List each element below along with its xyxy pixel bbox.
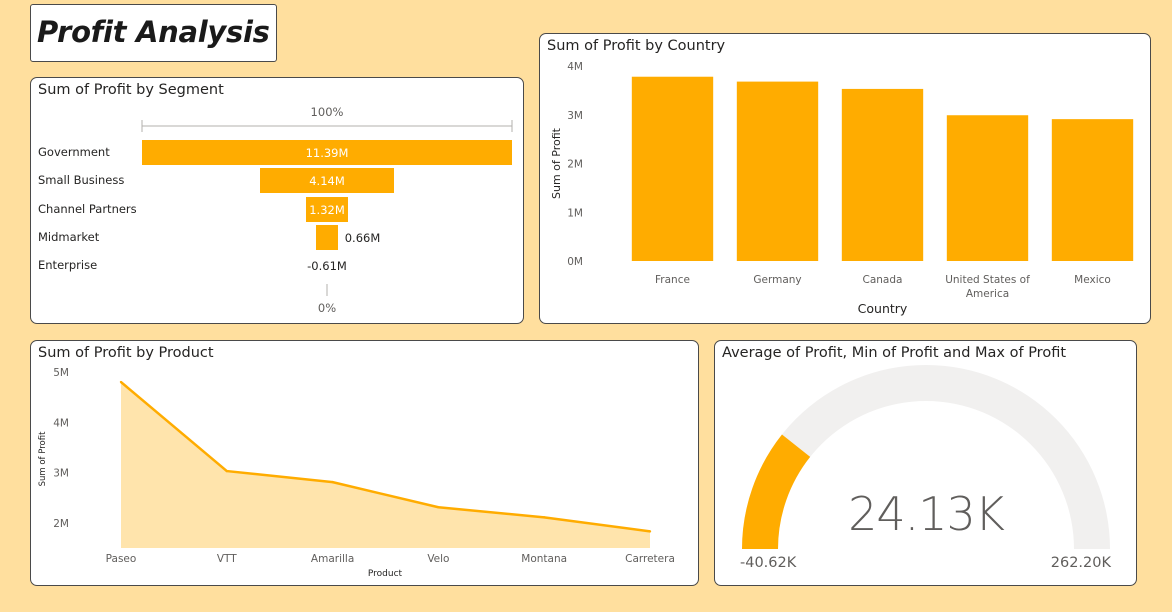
x-tick-label: France bbox=[655, 274, 690, 286]
y-tick-label: 0M bbox=[567, 256, 583, 268]
y-tick-label: 3M bbox=[53, 468, 69, 480]
gauge-value: 24.13K bbox=[848, 487, 1005, 541]
funnel-bottom-percent: 0% bbox=[317, 301, 337, 315]
y-tick-label: 2M bbox=[567, 159, 583, 171]
product-area-card[interactable]: Sum of Profit by Product 2M 3M 4M 5M Sum of … bbox=[30, 340, 699, 586]
gauge-fill bbox=[742, 434, 811, 549]
funnel-value-label: 4.14M bbox=[309, 174, 345, 189]
product-area-fill bbox=[121, 382, 650, 548]
funnel-category-label: Government bbox=[38, 145, 110, 159]
country-bar bbox=[736, 81, 819, 261]
product-point bbox=[225, 469, 228, 473]
segment-funnel-plot: 100% 0% Government 11.39M Small Business 4.14… bbox=[31, 78, 523, 323]
country-bar bbox=[1051, 119, 1134, 261]
product-point bbox=[648, 530, 652, 533]
country-bar-card[interactable]: Sum of Profit by Country 0M 1M 2M 3M 4M Sum o… bbox=[539, 33, 1151, 324]
product-line bbox=[120, 381, 651, 533]
y-axis-title: Sum of Profit bbox=[550, 127, 563, 199]
y-tick-label: 2M bbox=[53, 518, 69, 530]
country-bar bbox=[946, 115, 1029, 261]
x-tick-label: Carretera bbox=[625, 553, 675, 565]
profit-gauge bbox=[742, 365, 1110, 549]
funnel-top-percent: 100% bbox=[310, 105, 344, 119]
gauge-chart-title: Average of Profit, Min of Profit and Max… bbox=[722, 345, 1067, 361]
x-tick-label: Paseo bbox=[106, 553, 137, 565]
country-bar bbox=[841, 88, 924, 261]
funnel-value-label: 11.39M bbox=[305, 146, 349, 160]
y-tick-label: 4M bbox=[567, 61, 583, 73]
funnel-category-label: Small Business bbox=[38, 173, 125, 188]
gauge-min-label: -40.62K bbox=[740, 555, 797, 571]
gauge-max-label: 262.20K bbox=[1050, 555, 1111, 571]
product-point bbox=[543, 516, 546, 519]
funnel-bar bbox=[259, 168, 395, 194]
x-tick-label: Amarilla bbox=[311, 553, 354, 565]
funnel-brackets bbox=[141, 120, 513, 296]
segment-funnel-card[interactable]: Sum of Profit by Segment 100% 0% Governmen… bbox=[30, 77, 524, 324]
x-tick-label: United States of America bbox=[945, 274, 1030, 300]
x-tick-label: Montana bbox=[521, 553, 567, 565]
funnel-category-label: Midmarket bbox=[38, 229, 100, 244]
x-tick-label: Velo bbox=[427, 553, 449, 565]
product-point bbox=[331, 480, 334, 484]
x-tick-label: Mexico bbox=[1074, 274, 1111, 286]
y-tick-label: 1M bbox=[567, 207, 583, 219]
x-tick-label: Canada bbox=[863, 274, 903, 286]
funnel-bar bbox=[316, 224, 338, 250]
product-point bbox=[437, 506, 440, 509]
title-card: Profit Analysis bbox=[30, 4, 277, 62]
segment-chart-title: Sum of Profit by Segment bbox=[38, 82, 224, 98]
x-tick-label: VTT bbox=[217, 553, 237, 565]
x-axis-title: Country bbox=[858, 301, 908, 316]
y-axis-title: Sum of Profit bbox=[38, 431, 48, 486]
funnel-category-label: Channel Partners bbox=[38, 201, 137, 216]
x-tick-label: Germany bbox=[753, 274, 801, 286]
funnel-value-label: -0.61M bbox=[307, 259, 347, 274]
page-title: Profit Analysis bbox=[37, 15, 270, 49]
product-area-chart: 2M 3M 4M 5M Sum of Profit Paseo VTT Amarilla Vel… bbox=[38, 367, 675, 579]
product-chart-title: Sum of Profit by Product bbox=[38, 345, 214, 361]
y-tick-label: 3M bbox=[567, 110, 583, 122]
y-tick-label: 4M bbox=[53, 417, 69, 429]
gauge-track bbox=[742, 365, 1110, 549]
profit-gauge-card[interactable]: Average of Profit, Min of Profit and Max… bbox=[714, 340, 1137, 586]
funnel-bar bbox=[305, 196, 349, 222]
funnel-value-label: 1.32M bbox=[309, 202, 345, 217]
funnel-bar bbox=[142, 140, 512, 165]
x-axis-title: Product bbox=[368, 569, 403, 579]
country-chart-title: Sum of Profit by Country bbox=[547, 38, 726, 54]
product-point bbox=[119, 380, 123, 384]
funnel-value-label: 0.66M bbox=[344, 230, 381, 245]
country-bar-chart: 0M 1M 2M 3M 4M Sum of Profit France Germany Cana… bbox=[550, 61, 1134, 316]
funnel-category-label: Enterprise bbox=[38, 258, 98, 273]
country-bar bbox=[631, 76, 714, 261]
y-tick-label: 5M bbox=[53, 367, 69, 379]
